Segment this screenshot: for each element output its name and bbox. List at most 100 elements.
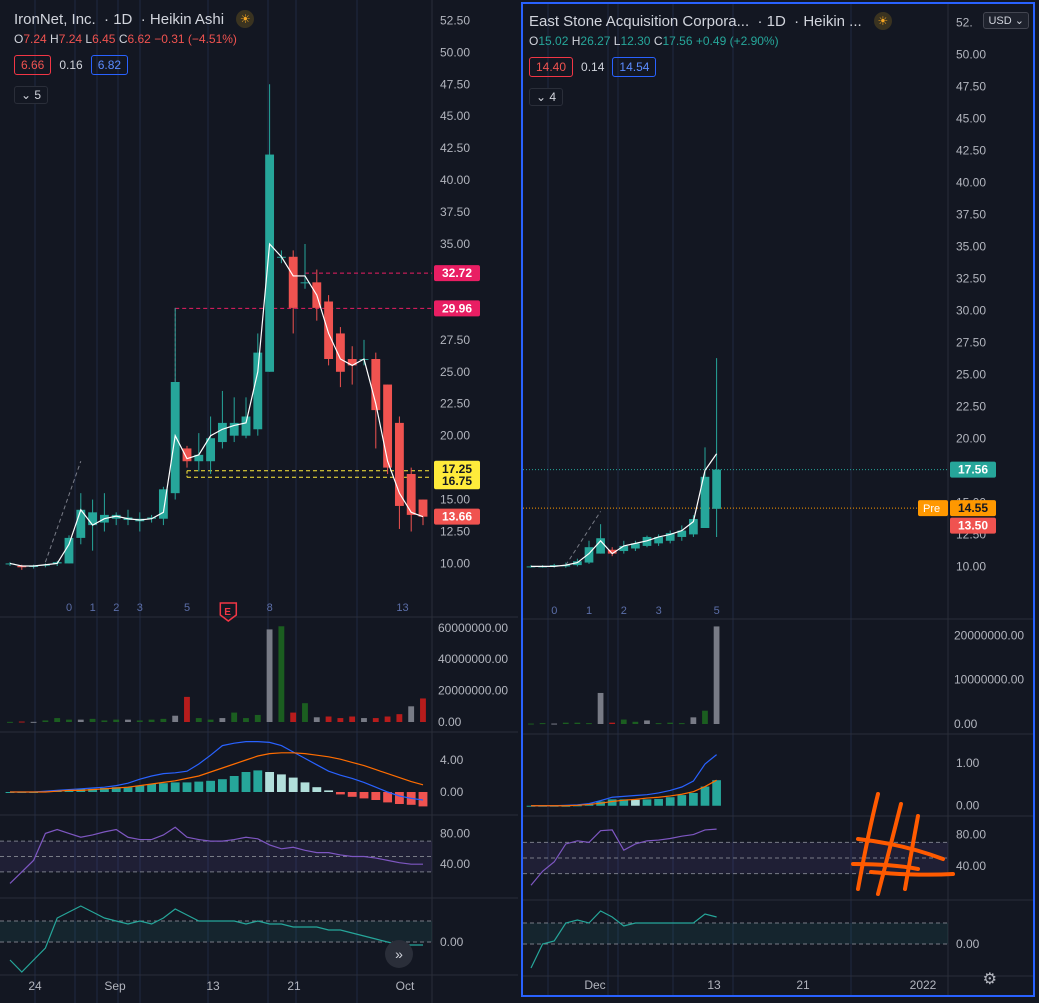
volume-bar bbox=[551, 723, 558, 725]
wave-count-label: 13 bbox=[396, 602, 408, 614]
price-label-text: 13.50 bbox=[958, 519, 988, 533]
candle-body bbox=[394, 422, 404, 506]
volume-bar bbox=[539, 723, 546, 725]
badge-red[interactable]: 6.66 bbox=[14, 55, 52, 75]
candle-body bbox=[288, 256, 298, 308]
badge-red[interactable]: 14.40 bbox=[529, 57, 574, 77]
price-tick-label: 35.00 bbox=[440, 237, 470, 251]
macd-histogram-bar bbox=[99, 788, 109, 792]
candle-body bbox=[573, 561, 582, 566]
left-chart-svg[interactable]: 52.5050.0047.5045.0042.5040.0037.5035.00… bbox=[0, 0, 518, 1003]
rsi-line bbox=[9, 826, 423, 884]
market-status-icon[interactable]: ☀ bbox=[236, 10, 255, 28]
hand-drawn-annotation-stroke bbox=[876, 802, 903, 896]
volume-bar bbox=[30, 721, 37, 723]
time-tick-label: 21 bbox=[796, 978, 810, 992]
left-interval[interactable]: 1D bbox=[113, 11, 133, 28]
price-tick-label: 32.50 bbox=[956, 271, 986, 285]
rsi-tick-label: 40.00 bbox=[956, 859, 986, 873]
scroll-to-realtime-button[interactable]: » bbox=[385, 940, 413, 968]
price-tick-label: 10.00 bbox=[440, 556, 470, 570]
volume-bar bbox=[528, 723, 534, 725]
volume-bar bbox=[125, 719, 131, 722]
candle-body bbox=[229, 422, 239, 436]
ohlc-h-label: H bbox=[571, 34, 581, 48]
volume-bar bbox=[396, 714, 403, 722]
ohlc-open: 15.02 bbox=[538, 34, 569, 48]
macd-histogram-bar bbox=[689, 792, 698, 806]
volume-bar bbox=[702, 710, 708, 724]
volume-bar bbox=[254, 714, 261, 722]
wave-count-label: 3 bbox=[656, 605, 662, 617]
price-label-box bbox=[950, 500, 996, 517]
volume-bar bbox=[243, 718, 249, 722]
right-chart-svg[interactable]: 52.50.0047.5045.0042.5040.0037.5035.0032… bbox=[523, 4, 1033, 995]
macd-histogram-bar bbox=[394, 792, 404, 804]
right-chart-style[interactable]: Heikin ... bbox=[803, 13, 862, 30]
time-tick-label: 21 bbox=[287, 979, 301, 993]
volume-bar bbox=[361, 718, 367, 722]
macd-histogram-bar bbox=[288, 777, 298, 792]
volume-bar bbox=[184, 696, 190, 722]
osc-band bbox=[523, 923, 948, 944]
price-tick-label: 27.50 bbox=[440, 333, 470, 347]
candle-body bbox=[182, 448, 192, 462]
chevron-down-icon: ⌄ bbox=[1014, 15, 1024, 27]
candle-body bbox=[383, 384, 393, 468]
close-line bbox=[9, 242, 424, 567]
earnings-marker-label: E bbox=[224, 607, 231, 618]
volume-bar bbox=[148, 719, 155, 722]
gear-icon[interactable]: ⚙ bbox=[982, 971, 997, 988]
right-indicators-collapse-button[interactable]: ⌄ 4 bbox=[529, 88, 564, 106]
badge-blue[interactable]: 6.82 bbox=[90, 55, 129, 75]
right-symbol-title[interactable]: East Stone Acquisition Corpora... bbox=[529, 13, 750, 30]
ohlc-change: +0.49 (+2.90%) bbox=[695, 34, 779, 48]
volume-bar bbox=[408, 706, 415, 722]
chevron-down-icon: ⌄ bbox=[536, 90, 547, 104]
wave-count-label: 8 bbox=[267, 602, 273, 614]
volume-bar bbox=[136, 720, 143, 722]
right-interval[interactable]: 1D bbox=[766, 13, 786, 30]
left-symbol-header[interactable]: IronNet, Inc. · 1D · Heikin Ashi ☀ bbox=[14, 10, 255, 28]
volume-bar bbox=[18, 721, 25, 723]
pre-market-box bbox=[918, 500, 948, 517]
price-label-box bbox=[950, 461, 996, 478]
volume-bar bbox=[219, 718, 226, 722]
candle-body bbox=[88, 512, 98, 526]
macd-histogram-bar bbox=[619, 799, 629, 806]
left-chart-style[interactable]: Heikin Ashi bbox=[149, 11, 225, 28]
left-chart-pane[interactable]: 52.50 50.00 47.50 45.00 42.50 40.00 37.50 35.00… bbox=[0, 0, 518, 1003]
badge-blue[interactable]: 14.54 bbox=[612, 57, 657, 77]
macd-histogram-bar bbox=[182, 782, 192, 792]
candle-body bbox=[76, 509, 86, 538]
candle-body bbox=[689, 519, 698, 535]
left-symbol-title[interactable]: IronNet, Inc. bbox=[14, 11, 96, 28]
volume-bar bbox=[420, 698, 426, 722]
price-tick-label: 52.50 bbox=[440, 13, 470, 27]
currency-select[interactable]: USD ⌄ bbox=[983, 12, 1029, 29]
earnings-marker bbox=[219, 602, 238, 622]
right-indicator-badges: 14.40 0.14 14.54 bbox=[529, 57, 662, 77]
left-indicators-collapse-button[interactable]: ⌄ 5 bbox=[14, 86, 49, 104]
macd-histogram-bar bbox=[88, 788, 98, 792]
wave-count-label: 5 bbox=[184, 602, 190, 614]
market-status-icon[interactable]: ☀ bbox=[873, 12, 892, 30]
rsi-tick-label: 80.00 bbox=[440, 826, 470, 840]
macd-histogram-bar bbox=[135, 785, 145, 792]
volume-bar bbox=[101, 720, 108, 722]
osc-tick-label: 0.00 bbox=[440, 935, 464, 949]
right-indicator-count: 4 bbox=[549, 90, 557, 104]
volume-bar bbox=[89, 718, 96, 722]
volume-bar bbox=[313, 717, 320, 722]
candle-body bbox=[712, 469, 721, 509]
time-tick-label: 13 bbox=[707, 978, 721, 992]
wave-count-label: 2 bbox=[621, 605, 627, 617]
volume-bar bbox=[586, 723, 592, 725]
right-chart-pane[interactable]: 52. 50.00 47.50 45.00 42.50 40.00 37.50 35.00 32… bbox=[521, 2, 1035, 997]
candle-body bbox=[561, 565, 571, 567]
price-tick-label: 50.00 bbox=[956, 47, 986, 61]
volume-tick-label: 20000000.00 bbox=[438, 684, 508, 698]
volume-bar bbox=[632, 721, 639, 724]
right-symbol-header[interactable]: East Stone Acquisition Corpora... · 1D ·… bbox=[529, 12, 892, 30]
macd-histogram-bar bbox=[241, 772, 251, 792]
